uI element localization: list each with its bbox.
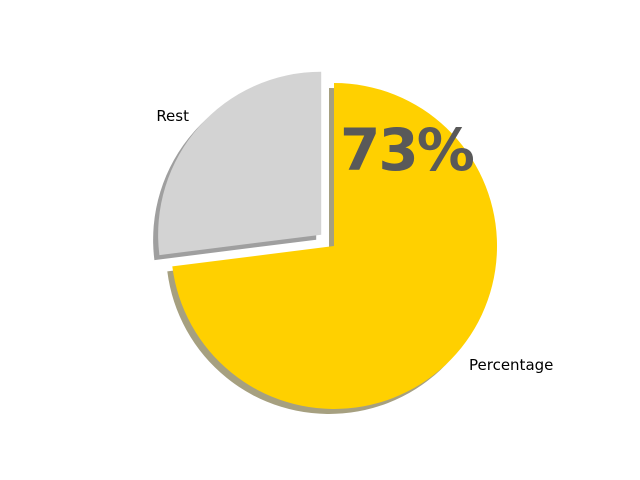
pie-slice-label-percentage: Percentage (469, 356, 554, 374)
pie-slice-label-rest: Rest (156, 107, 189, 125)
pie-annotation-value: 73% (340, 116, 475, 184)
pie-slice-percentage (172, 82, 498, 409)
pie-slice-rest (158, 71, 322, 256)
